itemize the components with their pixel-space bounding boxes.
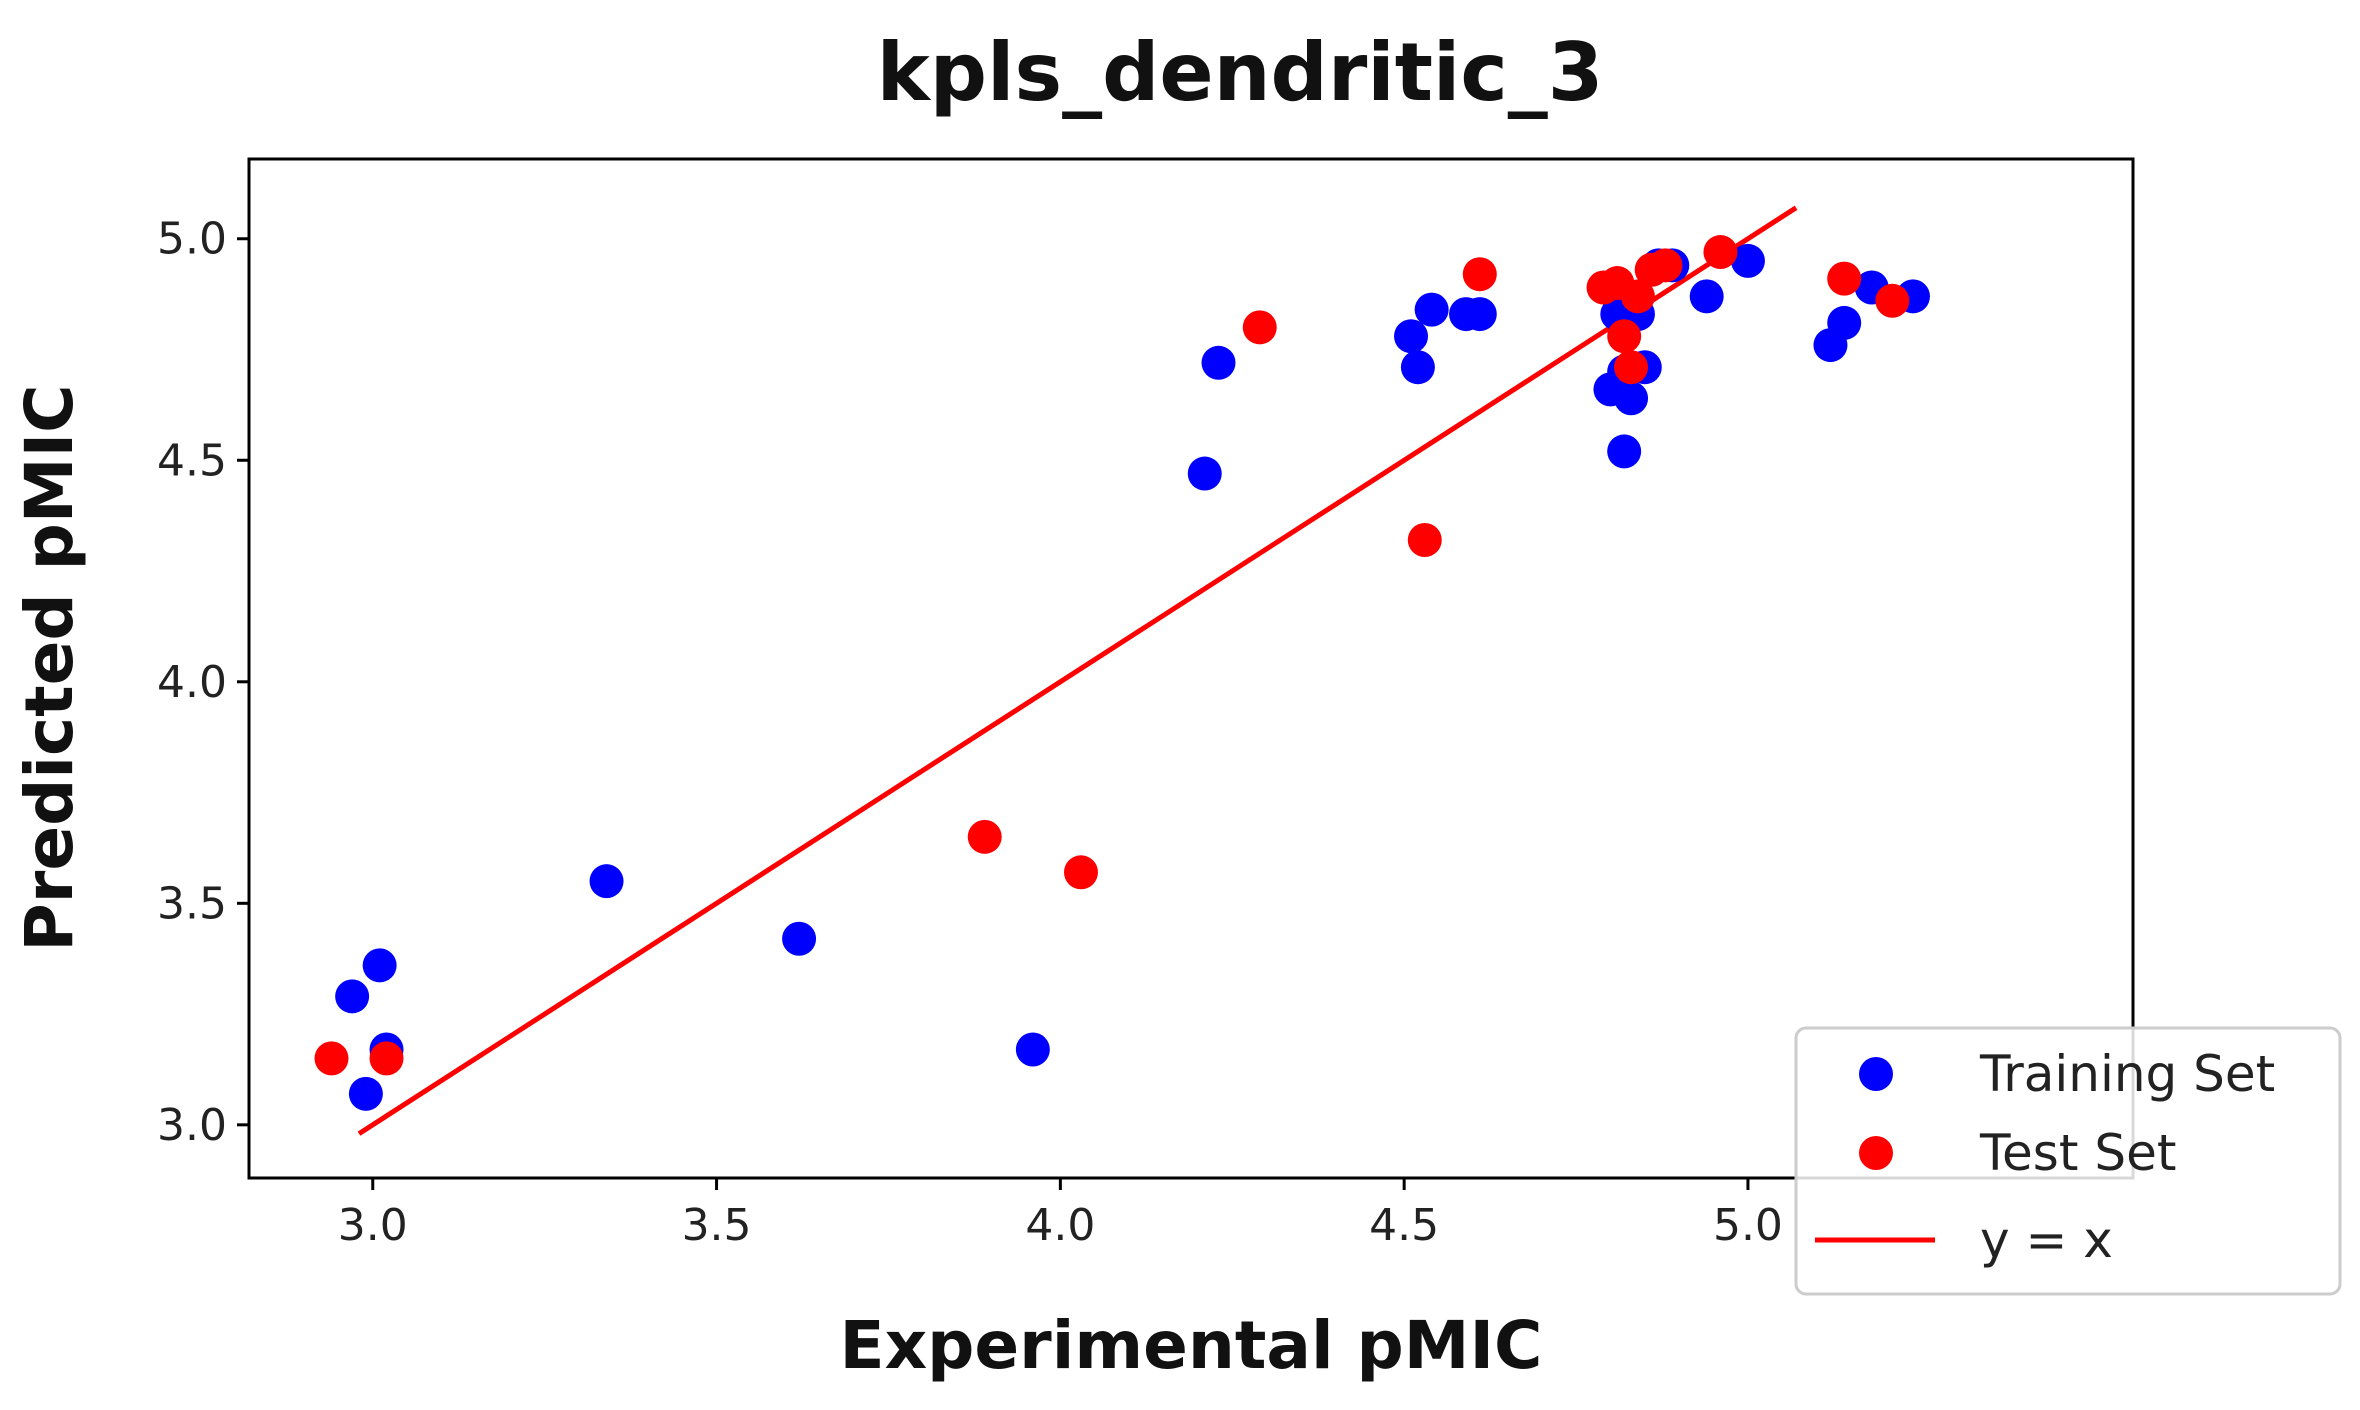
training-set-point xyxy=(1462,297,1497,332)
test-set-point xyxy=(967,819,1002,854)
training-set-point xyxy=(348,1076,383,1111)
test-set-point xyxy=(1242,310,1277,345)
training-set-point xyxy=(362,948,397,983)
y-tick-label: 4.5 xyxy=(157,435,227,486)
test-set-point xyxy=(1827,261,1862,296)
y-tick-label: 3.0 xyxy=(157,1100,227,1151)
legend-box xyxy=(1794,1026,2342,1296)
training-set-point xyxy=(1607,434,1642,469)
training-set-point xyxy=(1201,345,1236,380)
training-set-point xyxy=(1689,279,1724,314)
test-set-point xyxy=(1875,283,1910,318)
legend-marker xyxy=(1859,1136,1893,1170)
legend-label: y = x xyxy=(1980,1211,2113,1269)
x-tick-label: 3.5 xyxy=(682,1200,752,1251)
plot-area xyxy=(314,205,1930,1136)
test-set-point xyxy=(1703,235,1738,270)
training-set-point xyxy=(1730,243,1765,278)
x-tick-label: 4.5 xyxy=(1369,1200,1439,1251)
training-set-point xyxy=(1394,319,1429,354)
test-set-point xyxy=(1462,257,1497,292)
test-set-point xyxy=(1620,279,1655,314)
test-set-point xyxy=(1063,855,1098,890)
training-set-point xyxy=(1400,350,1435,385)
legend-marker xyxy=(1859,1057,1893,1091)
y-tick-label: 3.5 xyxy=(157,878,227,929)
test-set-point xyxy=(314,1041,349,1076)
y-axis-label: Predicted pMIC xyxy=(11,384,88,951)
x-axis: 3.0 3.5 4.0 4.5 5.0 xyxy=(338,1178,1783,1251)
x-tick-label: 5.0 xyxy=(1713,1200,1783,1251)
x-axis-label: Experimental pMIC xyxy=(840,1307,1543,1384)
training-set-point xyxy=(1827,305,1862,340)
test-set-point xyxy=(1607,319,1642,354)
test-set-point xyxy=(369,1041,404,1076)
series-line-y-equals-x xyxy=(357,205,1798,1136)
y-axis: 3.0 3.5 4.0 4.5 5.0 xyxy=(157,214,249,1151)
test-set-point xyxy=(1648,248,1683,283)
y-tick-label: 5.0 xyxy=(157,214,227,265)
plot-frame xyxy=(247,157,2135,1180)
chart-title: kpls_dendritic_3 xyxy=(877,26,1604,119)
legend-label: Test Set xyxy=(1979,1124,2176,1182)
training-set-point xyxy=(589,864,624,899)
legend: Training Set Test Set y = x xyxy=(1794,1026,2342,1296)
training-set-point xyxy=(782,921,817,956)
test-set-point xyxy=(1614,350,1649,385)
training-set-point xyxy=(1414,292,1449,327)
test-set-point xyxy=(1407,523,1442,558)
x-tick-label: 4.0 xyxy=(1025,1200,1095,1251)
x-tick-label: 3.0 xyxy=(338,1200,408,1251)
training-set-point xyxy=(1614,381,1649,416)
training-set-point xyxy=(1187,456,1222,491)
training-set-point xyxy=(1015,1032,1050,1067)
training-set-point xyxy=(335,979,370,1014)
legend-label: Training Set xyxy=(1979,1045,2275,1103)
y-tick-label: 4.0 xyxy=(157,657,227,708)
